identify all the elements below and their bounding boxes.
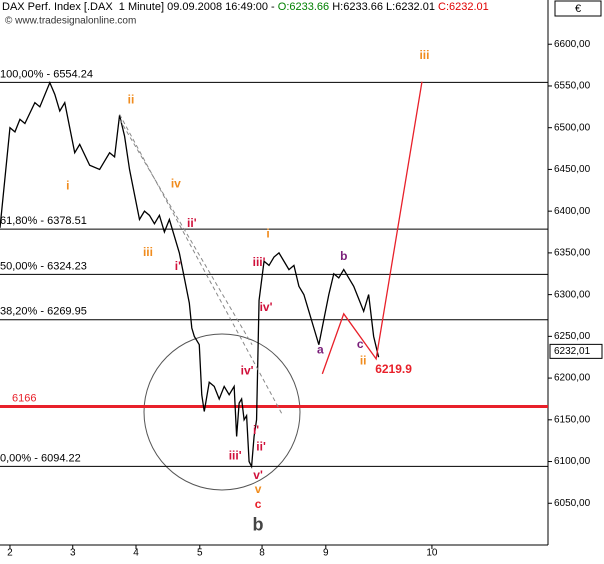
wave-label: 6219.9 [375,362,412,376]
y-tick-label: 6500,00 [554,122,591,133]
level-label: 38,20% - 6269.95 [0,306,87,318]
x-tick-label: 9 [323,548,329,559]
wave-label: i [266,227,269,241]
last-price-label: 6232,01 [554,346,591,357]
wave-label: i [66,178,69,192]
y-tick-label: 6250,00 [554,331,591,342]
wave-label: c [255,497,262,511]
wave-label: iv [171,177,181,191]
wave-label: iv' [260,300,273,314]
price-line [119,119,253,345]
x-tick-label: 3 [70,548,76,559]
y-tick-label: 6400,00 [554,206,591,217]
wave-label: ii [360,354,367,368]
wave-label: a [317,343,324,357]
price-line [119,114,283,415]
x-tick-label: 10 [426,548,438,559]
header-part: H:6233.66 L:6232.01 [329,1,438,13]
wave-label: ii' [187,216,197,230]
y-tick-label: 6450,00 [554,164,591,175]
level-label: 6166 [12,392,36,404]
wave-label: ii' [256,440,266,454]
header-part: DAX Perf. Index [.DAX 1 Minute] 09.09.20… [2,1,278,13]
wave-label: i' [253,423,259,437]
wave-label: ii [128,92,135,106]
y-tick-label: 6050,00 [554,498,591,509]
x-tick-label: 8 [259,548,265,559]
wave-label: c [357,337,364,351]
header-part: C:6232.01 [438,1,489,13]
currency: € [575,3,581,15]
highlight-circle [143,333,301,491]
wave-label: v' [253,468,263,482]
level-label: 0,00% - 6094.22 [0,452,81,464]
wave-label: iii' [229,449,242,463]
wave-label: i' [175,259,181,273]
price-line [321,81,423,375]
wave-label: v [255,482,262,496]
wave-label: iii [143,245,153,259]
y-tick-label: 6350,00 [554,248,591,259]
y-tick-label: 6600,00 [554,39,591,50]
wave-label: b [253,515,264,535]
price-line [0,80,380,469]
y-tick-label: 6150,00 [554,414,591,425]
y-tick-label: 6200,00 [554,373,591,384]
currency-box [554,0,602,17]
x-tick-label: 4 [133,548,139,559]
y-tick-label: 6100,00 [554,456,591,467]
level-label: 61,80% - 6378.51 [0,215,87,227]
header-part: O:6233.66 [278,1,329,13]
wave-label: iii' [253,255,266,269]
header: DAX Perf. Index [.DAX 1 Minute] 09.09.20… [2,1,489,13]
level-label: 50,00% - 6324.23 [0,260,87,272]
watermark: © www.tradesignalonline.com [5,16,136,27]
wave-label: b [340,249,347,263]
y-tick-label: 6300,00 [554,289,591,300]
wave-label: iii [419,48,429,62]
x-tick-label: 5 [197,548,203,559]
last-price-box [549,343,603,359]
x-tick-label: 2 [7,548,13,559]
wave-label: iv' [241,364,254,378]
y-tick-label: 6550,00 [554,81,591,92]
level-label: 100,00% - 6554.24 [0,68,93,80]
